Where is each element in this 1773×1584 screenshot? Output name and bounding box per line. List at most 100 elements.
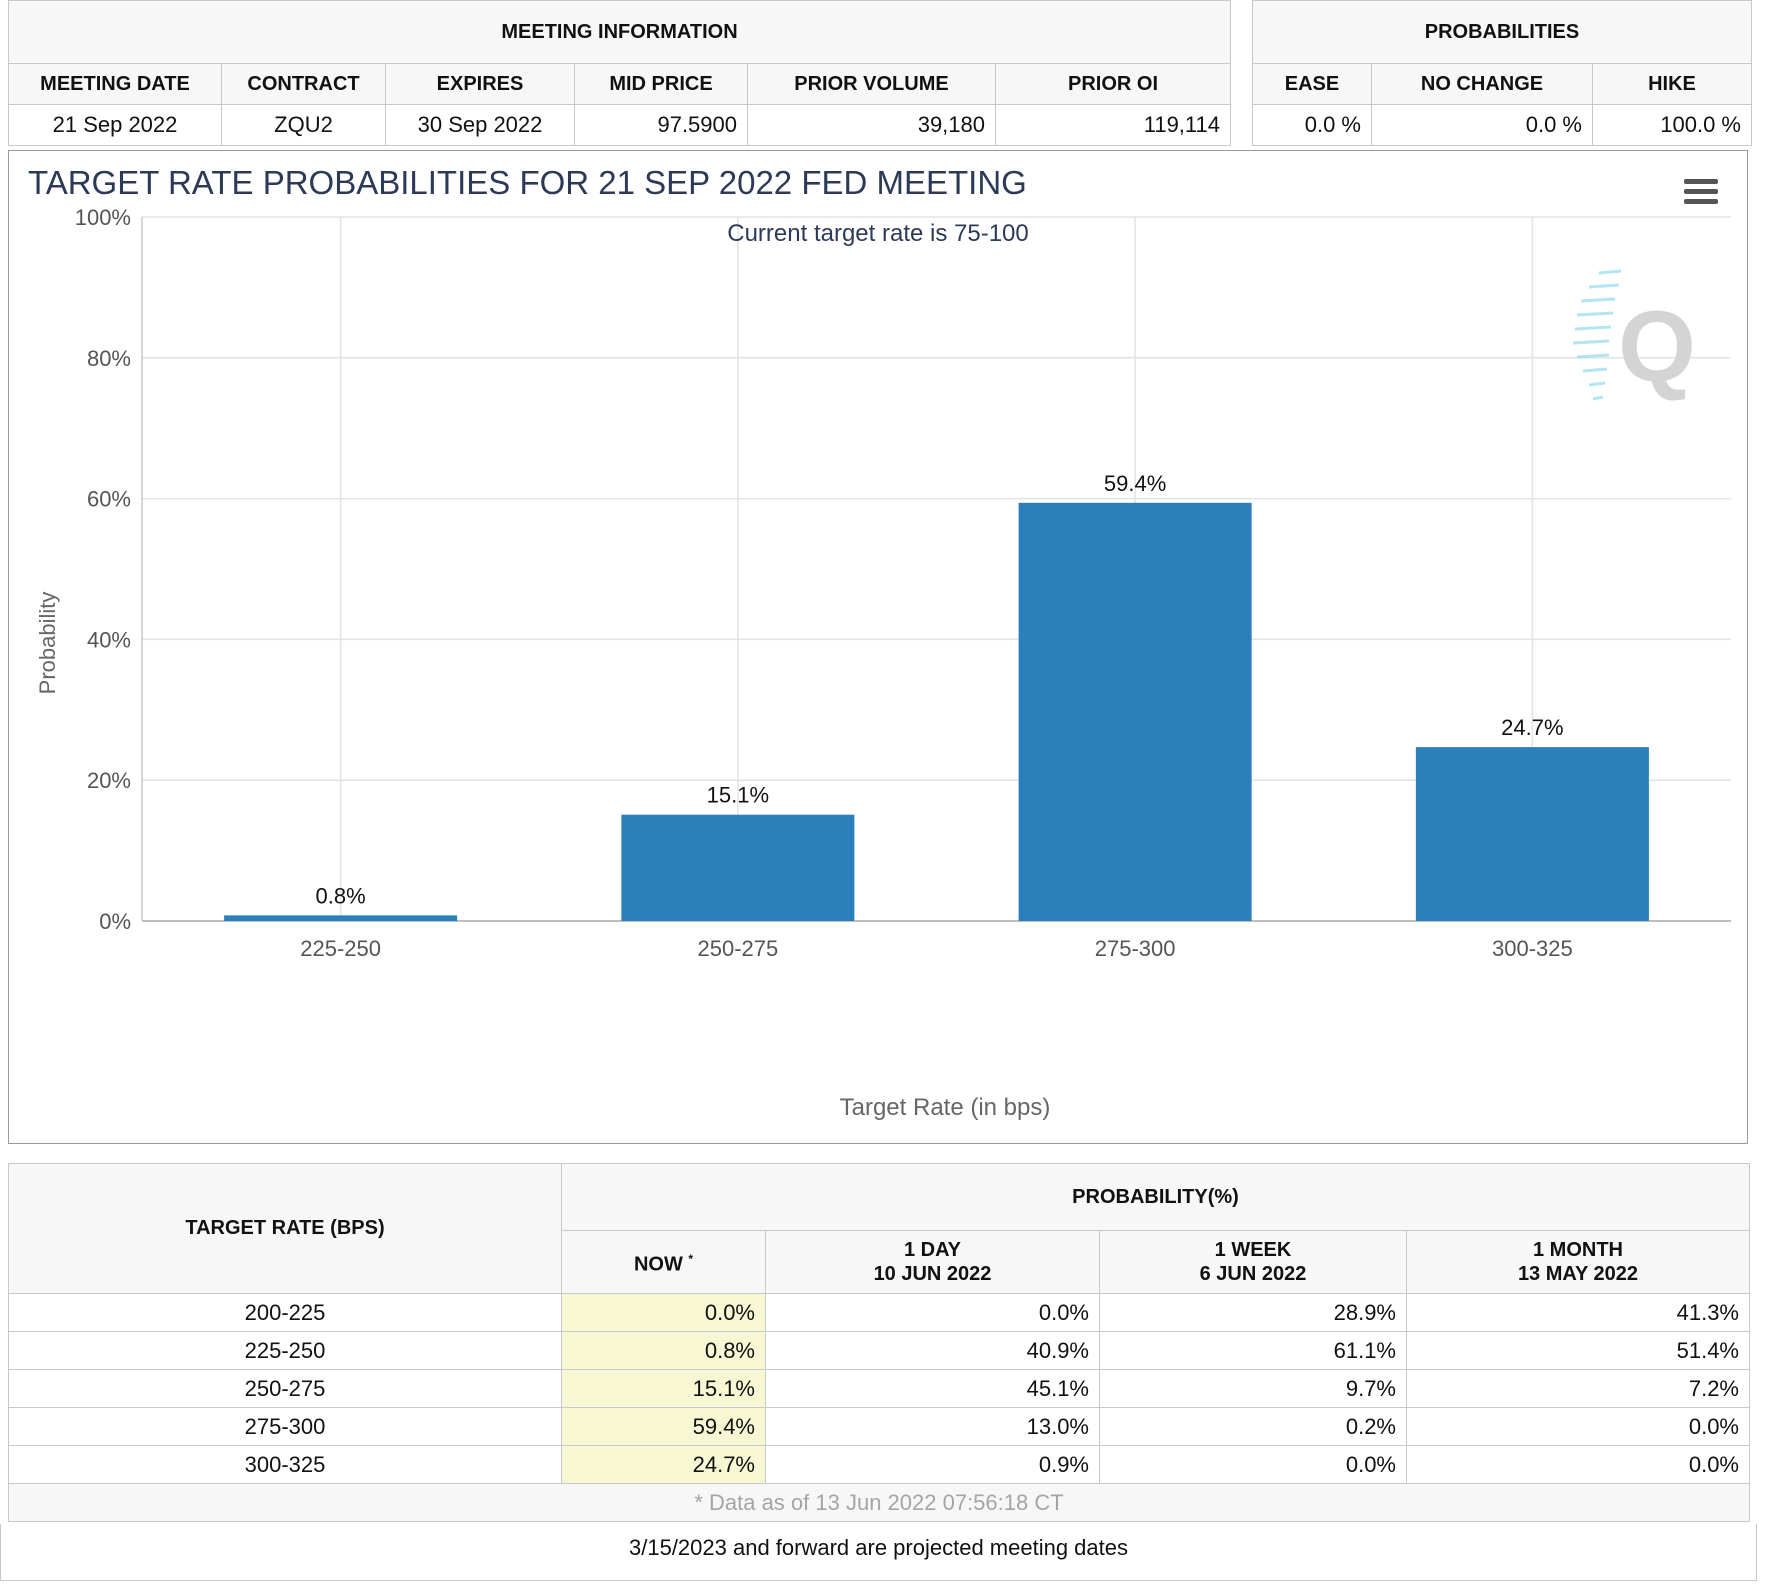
y-tick-label: 0% <box>99 909 131 934</box>
one-week-header: 1 WEEK 6 JUN 2022 <box>1099 1230 1407 1294</box>
probabilities-table: PROBABILITIES EASE NO CHANGE HIKE 0.0 % … <box>1252 0 1752 146</box>
target-rate-probabilities-chart: Q TARGET RATE PROBABILITIES FOR 21 SEP 2… <box>28 164 1731 1121</box>
data-label: 24.7% <box>1501 715 1563 740</box>
prior-oi-value: 119,114 <box>995 104 1231 146</box>
chart-panel: Q TARGET RATE PROBABILITIES FOR 21 SEP 2… <box>8 150 1748 1144</box>
one-month-probability-cell: 0.0% <box>1406 1407 1750 1446</box>
now-probability-cell: 0.0% <box>561 1293 766 1332</box>
meeting-information-table: MEETING INFORMATION MEETING DATE CONTRAC… <box>8 0 1231 146</box>
hamburger-menu-icon[interactable] <box>1679 173 1723 213</box>
one-day-date: 10 JUN 2022 <box>873 1263 992 1285</box>
x-tick-label: 225-250 <box>300 936 381 961</box>
bar-225-250[interactable] <box>224 915 458 921</box>
prior-oi-header: PRIOR OI <box>995 63 1231 105</box>
x-axis-label: Target Rate (in bps) <box>840 1094 1051 1121</box>
x-tick-label: 250-275 <box>698 936 779 961</box>
meeting-date-header: MEETING DATE <box>8 63 222 105</box>
probabilities-title: PROBABILITIES <box>1252 0 1752 64</box>
expires-value: 30 Sep 2022 <box>385 104 575 146</box>
table-row: 200-225 0.0% 0.0% 28.9% 41.3% <box>8 1293 1750 1332</box>
y-tick-label: 40% <box>87 627 131 652</box>
one-week-date: 6 JUN 2022 <box>1199 1263 1307 1285</box>
one-month-date: 13 MAY 2022 <box>1517 1263 1639 1285</box>
chart-subtitle: Current target rate is 75-100 <box>727 220 1029 247</box>
ease-header: EASE <box>1252 63 1372 105</box>
y-tick-label: 20% <box>87 768 131 793</box>
now-footnote-marker: * <box>688 1252 694 1267</box>
y-tick-label: 60% <box>87 487 131 512</box>
data-label: 59.4% <box>1104 471 1166 496</box>
one-day-probability-cell: 13.0% <box>765 1407 1100 1446</box>
y-axis-ticks: 0% 20% 40% 60% 80% 100% <box>75 205 131 934</box>
no-change-header: NO CHANGE <box>1371 63 1593 105</box>
now-header: NOW * <box>561 1230 766 1294</box>
target-rate-cell: 300-325 <box>8 1445 562 1484</box>
chart-title: TARGET RATE PROBABILITIES FOR 21 SEP 202… <box>28 164 1027 201</box>
footer-frame <box>0 1524 1757 1581</box>
target-rate-cell: 200-225 <box>8 1293 562 1332</box>
one-day-label: 1 DAY <box>903 1239 962 1261</box>
bars: 0.8% 15.1% 59.4% 24.7% <box>224 471 1649 921</box>
target-rate-cell: 225-250 <box>8 1331 562 1370</box>
bar-275-300[interactable] <box>1018 502 1252 921</box>
one-week-label: 1 WEEK <box>1214 1239 1292 1261</box>
one-week-probability-cell: 9.7% <box>1099 1369 1407 1408</box>
probability-header: PROBABILITY(%) <box>561 1163 1750 1231</box>
ease-value: 0.0 % <box>1252 104 1372 146</box>
watermark-logo: Q <box>1572 269 1696 403</box>
one-month-header: 1 MONTH 13 MAY 2022 <box>1406 1230 1750 1294</box>
no-change-value: 0.0 % <box>1371 104 1593 146</box>
now-probability-cell: 0.8% <box>561 1331 766 1370</box>
one-month-label: 1 MONTH <box>1533 1239 1623 1261</box>
now-probability-cell: 24.7% <box>561 1445 766 1484</box>
target-rate-cell: 250-275 <box>8 1369 562 1408</box>
watermark-letter: Q <box>1618 291 1696 403</box>
hike-header: HIKE <box>1592 63 1752 105</box>
table-row: 275-300 59.4% 13.0% 0.2% 0.0% <box>8 1407 1750 1446</box>
one-day-probability-cell: 45.1% <box>765 1369 1100 1408</box>
table-row: 225-250 0.8% 40.9% 61.1% 51.4% <box>8 1331 1750 1370</box>
mid-price-value: 97.5900 <box>574 104 748 146</box>
prior-volume-header: PRIOR VOLUME <box>747 63 996 105</box>
grid-lines <box>141 216 1731 922</box>
target-rate-probability-table: TARGET RATE (BPS) PROBABILITY(%) NOW * 1… <box>8 1163 1750 1522</box>
y-tick-label: 80% <box>87 346 131 371</box>
projected-dates-note: 3/15/2023 and forward are projected meet… <box>629 1535 1128 1560</box>
one-day-probability-cell: 40.9% <box>765 1331 1100 1370</box>
one-month-probability-cell: 0.0% <box>1406 1445 1750 1484</box>
one-day-header: 1 DAY 10 JUN 2022 <box>765 1230 1100 1294</box>
expires-header: EXPIRES <box>385 63 575 105</box>
x-axis-ticks: 225-250 250-275 275-300 300-325 <box>300 936 1573 961</box>
hike-value: 100.0 % <box>1592 104 1752 146</box>
one-day-probability-cell: 0.0% <box>765 1293 1100 1332</box>
x-tick-label: 275-300 <box>1095 936 1176 961</box>
one-week-probability-cell: 0.2% <box>1099 1407 1407 1446</box>
now-header-label: NOW <box>633 1253 683 1276</box>
one-month-probability-cell: 41.3% <box>1406 1293 1750 1332</box>
y-tick-label: 100% <box>75 205 131 230</box>
meeting-information-title: MEETING INFORMATION <box>8 0 1231 64</box>
x-tick-label: 300-325 <box>1492 936 1573 961</box>
contract-value: ZQU2 <box>221 104 386 146</box>
one-week-probability-cell: 28.9% <box>1099 1293 1407 1332</box>
one-week-probability-cell: 61.1% <box>1099 1331 1407 1370</box>
now-probability-cell: 59.4% <box>561 1407 766 1446</box>
one-week-probability-cell: 0.0% <box>1099 1445 1407 1484</box>
bar-300-325[interactable] <box>1415 747 1649 921</box>
y-axis-label: Probability <box>35 592 60 695</box>
target-rate-cell: 275-300 <box>8 1407 562 1446</box>
target-rate-header: TARGET RATE (BPS) <box>8 1163 562 1294</box>
meeting-date-value: 21 Sep 2022 <box>8 104 222 146</box>
data-label: 15.1% <box>707 783 769 808</box>
one-month-probability-cell: 7.2% <box>1406 1369 1750 1408</box>
data-timestamp-note: * Data as of 13 Jun 2022 07:56:18 CT <box>8 1483 1750 1522</box>
contract-header: CONTRACT <box>221 63 386 105</box>
now-probability-cell: 15.1% <box>561 1369 766 1408</box>
mid-price-header: MID PRICE <box>574 63 748 105</box>
one-month-probability-cell: 51.4% <box>1406 1331 1750 1370</box>
prior-volume-value: 39,180 <box>747 104 996 146</box>
data-label: 0.8% <box>316 883 366 908</box>
bar-250-275[interactable] <box>621 814 855 921</box>
table-row: 250-275 15.1% 45.1% 9.7% 7.2% <box>8 1369 1750 1408</box>
table-row: 300-325 24.7% 0.9% 0.0% 0.0% <box>8 1445 1750 1484</box>
